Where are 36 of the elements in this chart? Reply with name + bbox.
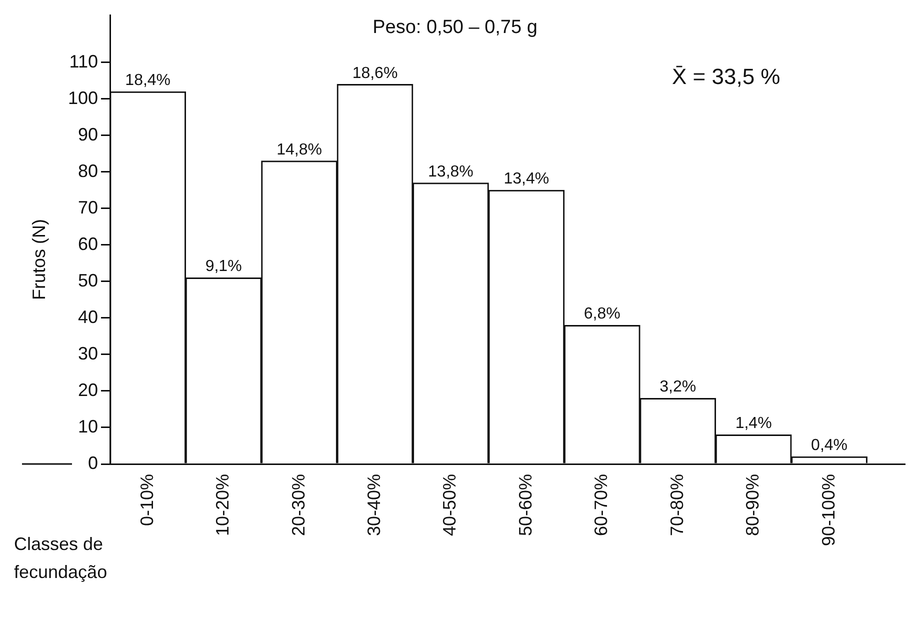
annotation: 0,4% bbox=[811, 437, 848, 454]
y-axis-title: Frutos (N) bbox=[28, 219, 49, 300]
y-tick-label: 30 bbox=[78, 343, 98, 364]
y-tick-label: 90 bbox=[78, 124, 98, 144]
annotation: 6,8% bbox=[584, 306, 620, 323]
x-tick-label: 50-60% bbox=[515, 474, 536, 536]
x-tick-label: 80-90% bbox=[742, 474, 763, 536]
y-tick-label: 40 bbox=[78, 306, 98, 327]
chart-title: Peso: 0,50 – 0,75 g bbox=[372, 17, 538, 38]
x-tick-label: 90-100% bbox=[818, 474, 838, 546]
x-tick-label: 10-20% bbox=[212, 474, 233, 536]
annotation: 18,4% bbox=[125, 72, 171, 90]
y-tick-label: 50 bbox=[78, 270, 98, 290]
annotation: 13,8% bbox=[428, 163, 474, 180]
annotation: 18,6% bbox=[352, 64, 398, 82]
x-tick-label: 40-50% bbox=[440, 474, 460, 536]
y-tick-label: 20 bbox=[78, 380, 98, 400]
y-tick-label: 100 bbox=[68, 88, 98, 108]
x-tick-label: 30-40% bbox=[364, 474, 384, 536]
x-tick-label: 0-10% bbox=[136, 474, 157, 526]
annotation: 1,4% bbox=[735, 415, 772, 432]
annotation: 14,8% bbox=[276, 141, 322, 158]
annotation: 9,1% bbox=[205, 258, 242, 276]
y-tick-label: 110 bbox=[69, 51, 98, 72]
x-tick-label: 20-30% bbox=[288, 474, 308, 536]
annotation: 13,4% bbox=[504, 170, 550, 188]
annotation: 3,2% bbox=[660, 378, 696, 396]
y-tick-label: 60 bbox=[78, 234, 98, 254]
x-tick-label: 70-80% bbox=[666, 474, 687, 536]
x-axis-title: Classes de fecundação bbox=[14, 534, 108, 582]
x-tick-label: 60-70% bbox=[591, 474, 612, 536]
y-tick-label: 80 bbox=[78, 160, 98, 181]
y-tick-label: 10 bbox=[78, 416, 98, 436]
y-tick-label: 0 bbox=[88, 452, 98, 473]
annotation: X̄ = 33,5 % bbox=[672, 64, 780, 90]
y-tick-label: 70 bbox=[78, 197, 98, 218]
